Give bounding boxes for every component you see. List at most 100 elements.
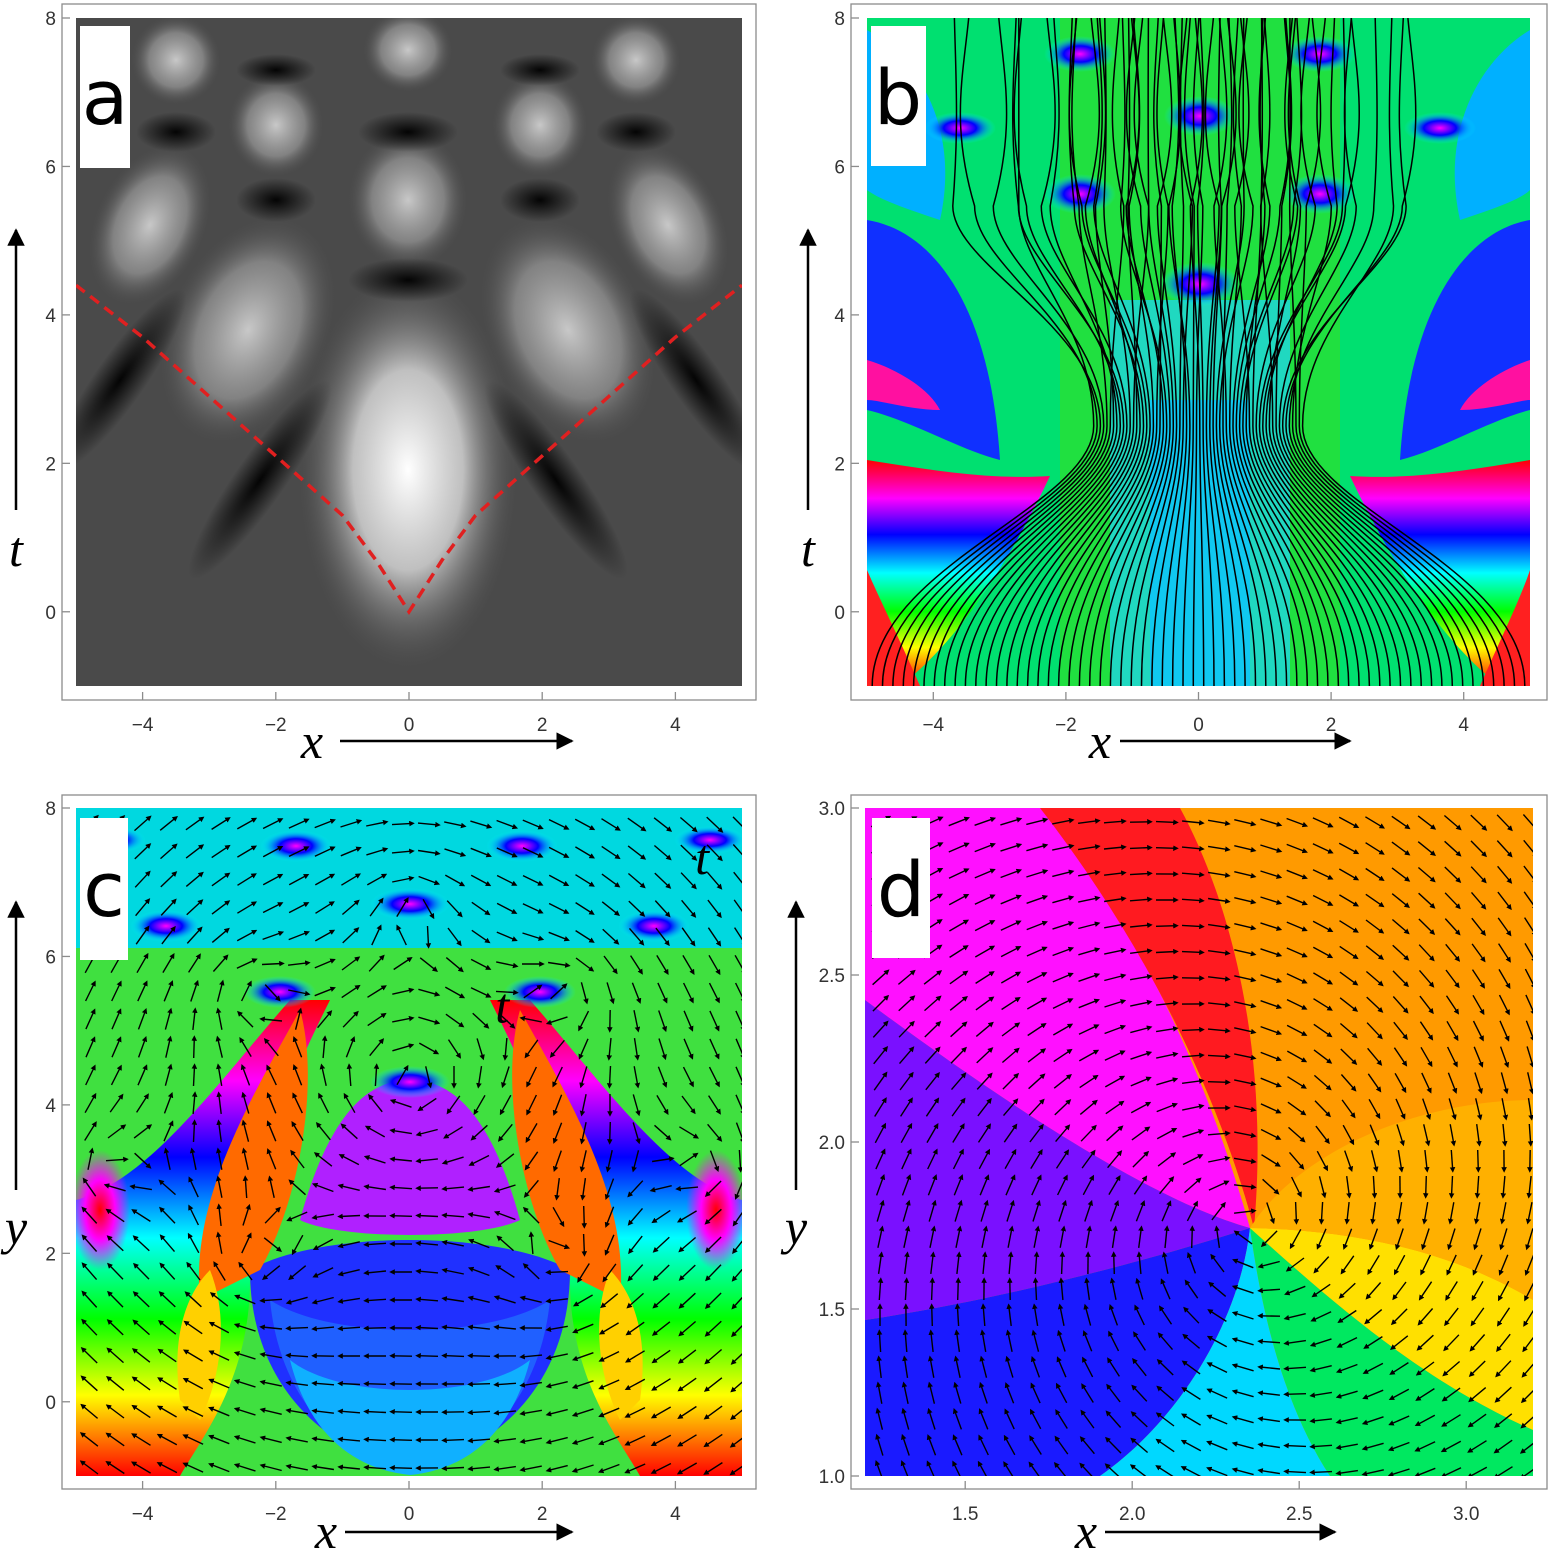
stream-arrow [105, 1460, 125, 1475]
stream-arrow [1182, 1154, 1204, 1166]
stream-arrow [581, 1233, 588, 1257]
ylabel-c: y [0, 1199, 28, 1255]
stream-arrow [1207, 1027, 1231, 1034]
streamline [1255, 18, 1381, 686]
stream-arrow [1498, 969, 1511, 990]
stream-arrow [1189, 1225, 1196, 1249]
stream-arrow [1129, 844, 1153, 851]
stream-arrow [1393, 1021, 1408, 1040]
stream-arrow [1184, 1177, 1202, 1194]
stream-arrow [1181, 923, 1205, 930]
stream-arrow [524, 1039, 539, 1059]
streamline [1298, 18, 1516, 686]
stream-arrow [234, 1294, 256, 1305]
stream-arrow [680, 844, 698, 861]
stream-arrow [1028, 1098, 1045, 1116]
stream-arrow [192, 1007, 198, 1030]
stream-arrow [1211, 1201, 1226, 1221]
stream-arrow [1448, 1098, 1457, 1121]
stream-arrow [901, 1173, 912, 1196]
y-tick-label: 6 [45, 157, 56, 178]
stream-arrow [317, 1010, 333, 1029]
stream-arrow [266, 1148, 277, 1170]
x-tick-label: −4 [132, 715, 154, 736]
stream-arrow [80, 1403, 99, 1419]
stream-arrow [1283, 1391, 1307, 1398]
stream-arrow [658, 1010, 668, 1033]
stream-arrow [311, 1325, 335, 1332]
stream-arrow [1135, 1200, 1146, 1222]
stream-arrow [81, 1234, 98, 1252]
x-tick-label: −4 [132, 1504, 154, 1525]
stream-arrow [1423, 1124, 1431, 1147]
stream-arrow [389, 1436, 413, 1443]
stream-arrow [581, 1205, 588, 1229]
stream-arrow [1449, 1149, 1456, 1173]
stream-arrow [949, 945, 969, 958]
stream-arrow [319, 1063, 327, 1086]
stream-arrow [976, 1072, 993, 1090]
stream-arrow [579, 1066, 588, 1089]
stream-arrow [732, 1240, 742, 1254]
stream-arrow [1523, 891, 1533, 911]
stream-arrow [1207, 1079, 1231, 1086]
stream-arrow [1081, 1149, 1096, 1169]
stream-arrow [285, 1435, 308, 1443]
stream-arrow [1446, 1046, 1458, 1068]
stream-arrow [734, 1181, 742, 1200]
y-tick-label: 0 [45, 603, 56, 624]
stream-arrow [337, 1183, 360, 1191]
stream-arrow [368, 1094, 383, 1113]
stream-arrow [1133, 1175, 1148, 1195]
stream-arrow [1313, 972, 1334, 985]
stream-arrow [519, 1381, 542, 1388]
stream-arrow [1392, 944, 1410, 961]
stream-arrow [163, 980, 174, 1002]
stream-arrow [262, 902, 284, 914]
stream-arrow [731, 1268, 742, 1282]
stream-arrow [1053, 1074, 1072, 1089]
stream-arrow [1286, 1050, 1308, 1063]
stream-arrow [1290, 1176, 1302, 1198]
stream-arrow [1315, 1125, 1330, 1145]
stream-arrow [471, 901, 491, 916]
stream-arrow [159, 815, 178, 831]
stream-arrow [467, 1185, 491, 1192]
stream-arrow [259, 1016, 283, 1023]
stream-arrow [261, 960, 285, 967]
stream-arrow [1501, 1098, 1509, 1121]
stream-arrow [1287, 1076, 1307, 1089]
stream-arrow [580, 1178, 587, 1201]
stream-arrow [1313, 1049, 1333, 1064]
stream-arrow [159, 1262, 176, 1280]
stream-arrow [1523, 839, 1533, 858]
stream-arrow [1026, 894, 1049, 904]
stream-arrow [1344, 1202, 1350, 1225]
stream-arrow [653, 817, 673, 832]
stream-arrow [163, 1147, 171, 1170]
x-tick-label: 3.0 [1453, 1504, 1479, 1525]
stream-arrow [579, 1094, 587, 1117]
stream-arrow [80, 1347, 98, 1364]
stream-arrow [1104, 947, 1127, 955]
stream-arrow [1496, 814, 1513, 832]
stream-arrow [186, 899, 204, 916]
stream-arrow [952, 1148, 964, 1170]
stream-arrow [495, 1265, 515, 1278]
stream-arrow [259, 1435, 282, 1444]
stream-arrow [1130, 1076, 1152, 1087]
stream-arrow [441, 1324, 465, 1331]
stream-arrow [111, 1036, 122, 1058]
stream-arrow [1208, 1155, 1231, 1163]
stream-arrow [341, 899, 360, 916]
stream-arrow [467, 1324, 490, 1330]
streamline [1209, 18, 1236, 686]
stream-arrow [443, 1126, 463, 1139]
stream-arrow [1418, 944, 1435, 962]
streamline [1192, 18, 1204, 686]
stream-arrow [259, 1407, 282, 1415]
stream-arrow [288, 989, 311, 997]
stream-arrow [337, 1297, 361, 1304]
stream-arrow [1312, 817, 1334, 828]
stream-arrow [262, 930, 285, 941]
